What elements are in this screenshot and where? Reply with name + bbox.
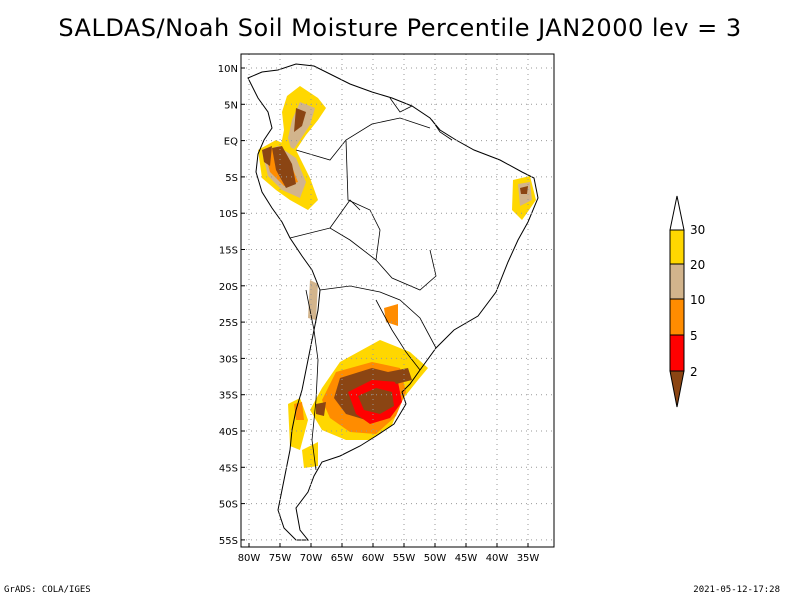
- border-8: [389, 97, 413, 113]
- lon-tick-label: 65W: [331, 553, 354, 564]
- shade-coast-brown: [262, 146, 272, 166]
- lat-tick-label: 25S: [219, 318, 238, 329]
- legend-label-20: 20: [690, 258, 705, 272]
- lon-tick-label: 75W: [269, 553, 292, 564]
- lat-tick-label: EQ: [224, 137, 238, 148]
- legend-label-5: 5: [690, 329, 698, 343]
- legend-box-20-30: [669, 229, 685, 265]
- legend-box-2-5: [669, 334, 685, 372]
- coastline: [247, 63, 539, 541]
- legend-arrow-top: [669, 195, 685, 231]
- lat-tick-label: 20S: [219, 282, 238, 293]
- shade-andes-north-brown: [294, 108, 306, 132]
- footer-credit: GrADS: COLA/IGES: [4, 585, 91, 595]
- legend-label-2: 2: [690, 365, 698, 379]
- border-9: [305, 289, 319, 471]
- lon-tick-label: 60W: [362, 553, 385, 564]
- legend-label-30: 30: [690, 223, 705, 237]
- legend-box-5-10: [669, 298, 685, 336]
- shade-andes-south-brown: [316, 402, 326, 416]
- lat-tick-label: 40S: [219, 427, 238, 438]
- border-6: [329, 199, 361, 229]
- shade-chile-orange: [294, 402, 304, 420]
- border-5: [375, 299, 421, 371]
- color-legend: 30 20 10 5 2: [669, 195, 705, 408]
- shade-paraguay: [384, 304, 398, 326]
- country-borders: [289, 97, 453, 471]
- lat-tick-label: 10S: [219, 209, 238, 220]
- percentile-shading: [258, 86, 536, 468]
- shade-peru-brown: [272, 146, 296, 188]
- grid-lines: [241, 54, 554, 547]
- lon-tick-label: 40W: [486, 553, 509, 564]
- border-1: [295, 117, 431, 161]
- lat-tick-label: 5S: [225, 173, 238, 184]
- lon-tick-label: 50W: [424, 553, 447, 564]
- lat-tick-label: 50S: [219, 500, 238, 511]
- lat-tick-label: 15S: [219, 246, 238, 257]
- border-4: [319, 285, 437, 349]
- legend-label-10: 10: [690, 293, 705, 307]
- map-frame: [240, 53, 555, 548]
- lat-tick-label: 10N: [218, 64, 238, 75]
- latitude-labels: 10N 5N EQ 5S 10S 15S 20S 25S 30S 35S 40S 45S 50S 55S: [218, 64, 245, 547]
- lon-tick-label: 35W: [517, 553, 540, 564]
- lat-tick-label: 30S: [219, 354, 238, 365]
- border-3: [289, 227, 377, 261]
- shade-nebrazil-brown: [520, 186, 528, 194]
- lat-tick-label: 45S: [219, 463, 238, 474]
- border-2: [345, 139, 437, 291]
- shade-andes-north-tan: [288, 102, 315, 152]
- lat-tick-label: 5N: [224, 100, 238, 111]
- lon-tick-label: 45W: [455, 553, 478, 564]
- shade-patagonia-yellow: [302, 442, 318, 468]
- longitude-labels: 80W 75W 70W 65W 60W 55W 50W 45W 40W 35W: [238, 543, 540, 564]
- shade-uruguay-brown: [388, 368, 412, 384]
- lat-tick-label: 35S: [219, 391, 238, 402]
- lon-tick-label: 80W: [238, 553, 261, 564]
- legend-box-10-20: [669, 263, 685, 300]
- lat-tick-label: 55S: [219, 536, 238, 547]
- lon-tick-label: 70W: [300, 553, 323, 564]
- lon-tick-label: 55W: [393, 553, 416, 564]
- map-title: SALDAS/Noah Soil Moisture Percentile JAN…: [58, 14, 742, 42]
- south-america-outline: [247, 63, 539, 541]
- footer-timestamp: 2021-05-12-17:28: [693, 585, 780, 595]
- legend-arrow-bottom: [669, 370, 685, 408]
